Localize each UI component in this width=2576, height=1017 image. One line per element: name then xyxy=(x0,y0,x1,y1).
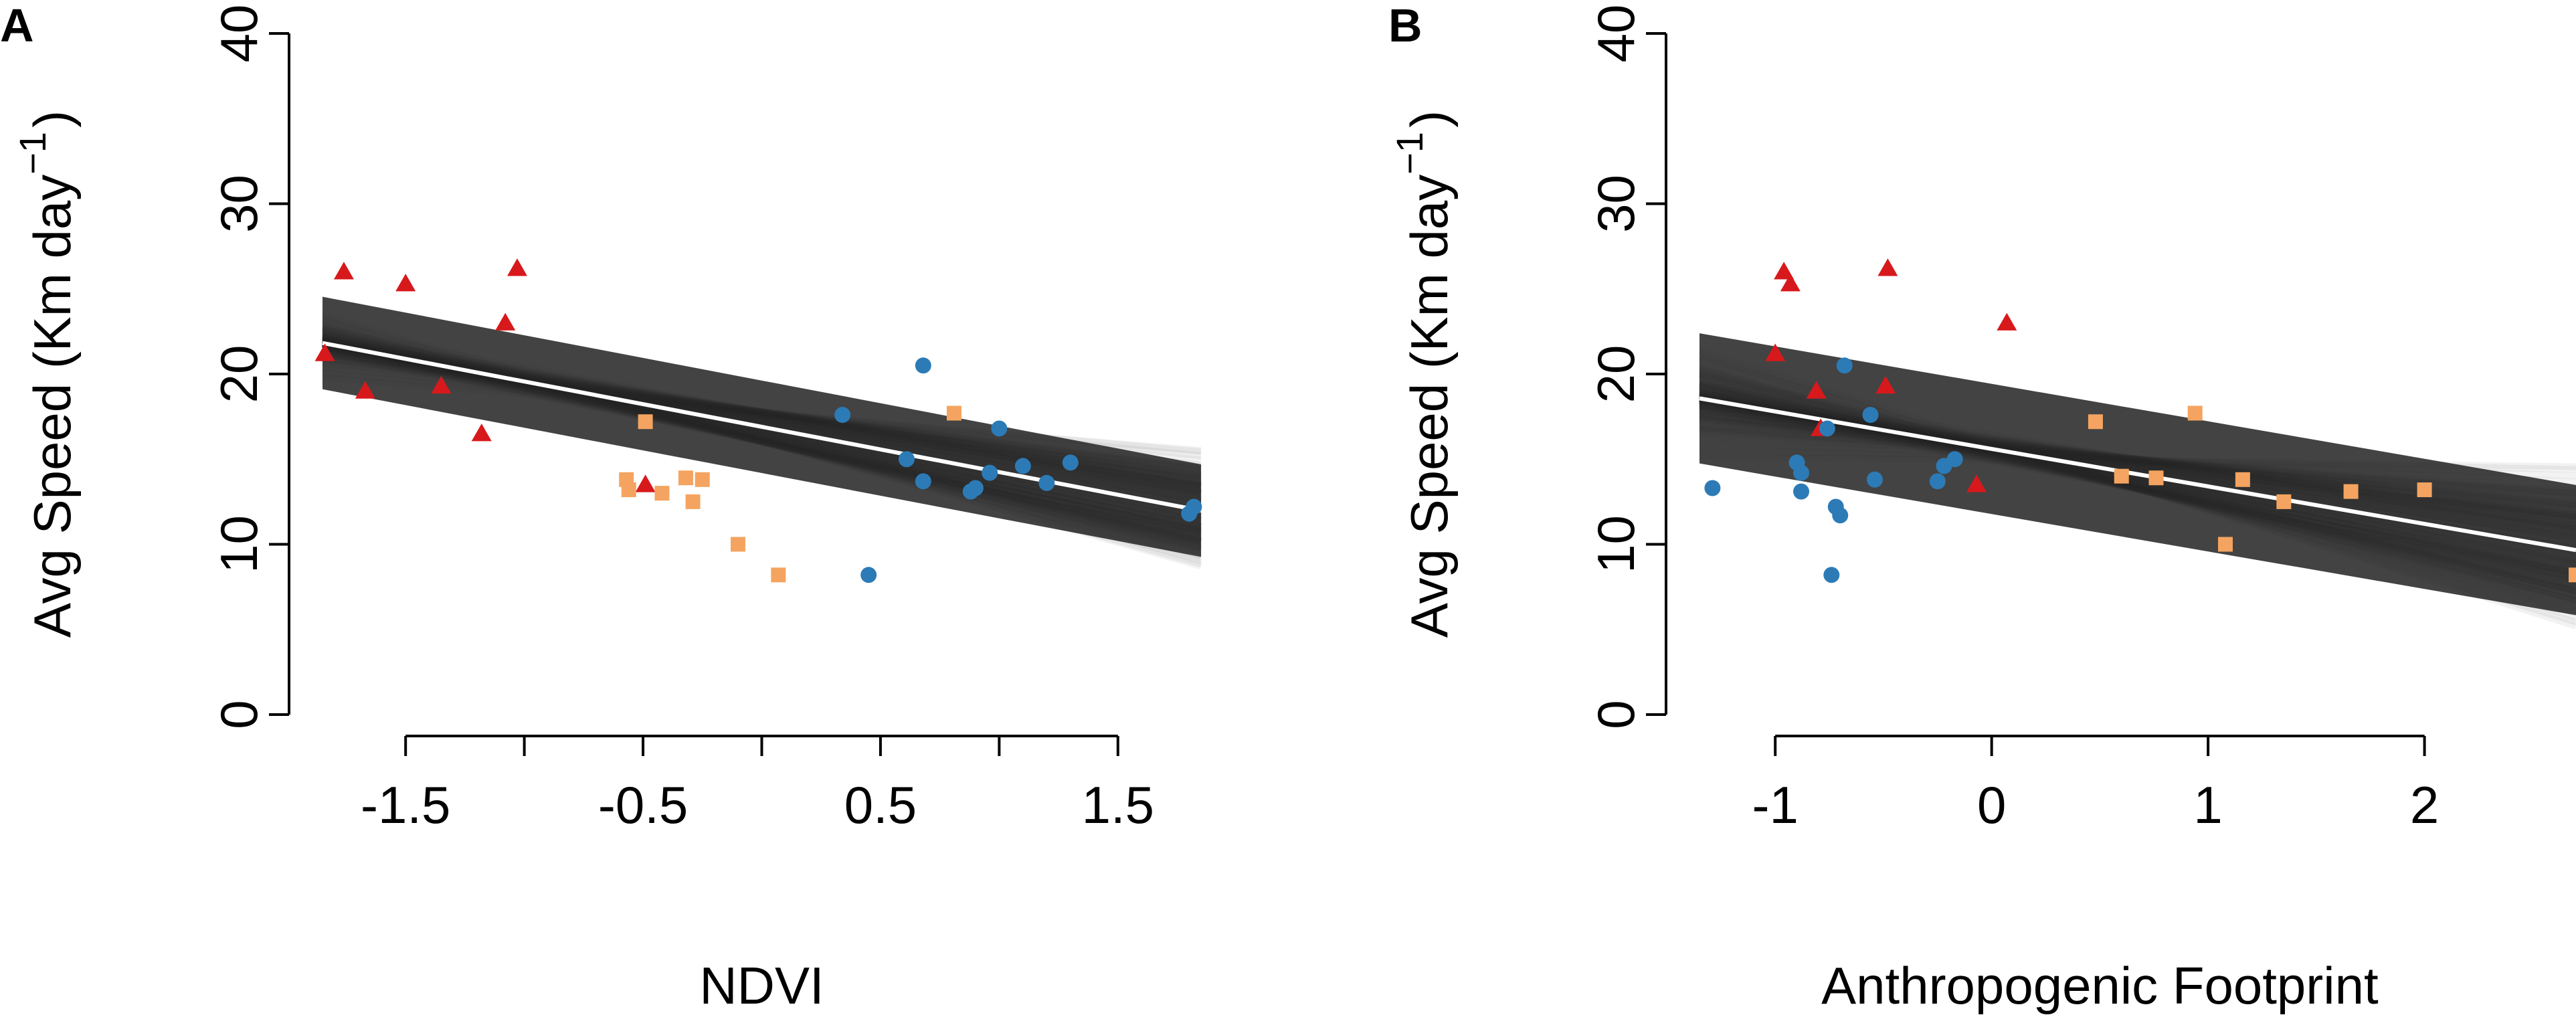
panel-b-x-axis-title: Anthropogenic Footprint xyxy=(1821,956,2379,1015)
panel-a-point-circle xyxy=(915,357,931,374)
panel-b-point-square xyxy=(2235,472,2250,487)
panel-a-point-square xyxy=(771,567,786,583)
panel-a-point-square xyxy=(654,486,670,501)
panel-a-y-tick-label: 10 xyxy=(209,515,268,573)
panel-a-point-triangle xyxy=(355,381,375,399)
panel-a-point-circle xyxy=(898,451,915,468)
panel-b-x-tick-label: 0 xyxy=(1977,775,2006,834)
panel-b-point-square xyxy=(2417,482,2432,498)
panel-a-point-square xyxy=(638,414,653,430)
panel-a-point-square xyxy=(695,472,710,487)
panel-a-series-blue xyxy=(834,357,1202,583)
panel-a: A 0 10 20 30 40 -1.5 -0.5 0.5 1.5 NDVI Avg Speed (K… xyxy=(0,0,1202,1015)
panel-a-y-tick-label: 0 xyxy=(209,700,268,729)
panel-a-x-tick-label: 1.5 xyxy=(1082,775,1154,834)
panel-b-point-square xyxy=(2187,405,2203,421)
panel-a-point-circle xyxy=(915,473,931,490)
panel-b-point-circle xyxy=(1836,357,1853,374)
panel-b-point-triangle xyxy=(1765,343,1786,361)
panel-b-x-tick-label: -1 xyxy=(1752,775,1799,834)
panel-a-series-red xyxy=(314,258,656,492)
panel-a-point-square xyxy=(621,482,636,498)
panel-a-point-circle xyxy=(1014,458,1031,474)
panel-a-point-circle xyxy=(982,464,998,481)
panel-b-point-triangle xyxy=(1774,262,1795,280)
panel-b-x-axis: -1 0 1 2 xyxy=(1752,735,2439,834)
panel-a-point-triangle xyxy=(395,274,416,292)
panel-b-x-tick-label: 2 xyxy=(2410,775,2439,834)
panel-b-x-tick-label: 1 xyxy=(2193,775,2222,834)
panel-a-y-axis-title: Avg Speed (Km day−1) xyxy=(11,110,82,638)
panel-b-y-tick-label: 10 xyxy=(1586,515,1645,573)
panel-a-x-axis: -1.5 -0.5 0.5 1.5 xyxy=(361,735,1154,834)
panel-b-point-circle xyxy=(1823,567,1840,583)
panel-b-point-square xyxy=(2218,537,2233,552)
panel-a-letter: A xyxy=(0,0,34,52)
panel-b-point-circle xyxy=(1793,464,1810,481)
panel-a-point-circle xyxy=(1186,498,1202,515)
panel-b-fit-line xyxy=(1699,396,2576,553)
panel-b-point-circle xyxy=(1946,451,1963,468)
panel-b-y-tick-label: 40 xyxy=(1586,5,1645,63)
panel-a-x-tick-label: 0.5 xyxy=(844,775,917,834)
panel-a-fit-line xyxy=(322,341,1202,513)
panel-a-point-circle xyxy=(991,420,1008,437)
panel-a-x-tick-label: -0.5 xyxy=(598,775,688,834)
panel-a-point-circle xyxy=(860,567,877,583)
panel-b-point-triangle xyxy=(1966,474,1987,492)
panel-b-point-circle xyxy=(1819,420,1835,437)
panel-a-posterior-band xyxy=(321,296,1202,569)
panel-a-x-tick-label: -1.5 xyxy=(361,775,450,834)
panel-a-point-square xyxy=(731,537,746,552)
panel-b-point-circle xyxy=(1793,483,1810,500)
panel-a-point-triangle xyxy=(333,262,354,280)
panel-a-point-circle xyxy=(1038,474,1055,491)
panel-b-point-triangle xyxy=(1875,375,1896,394)
panel-a-point-triangle xyxy=(495,312,516,331)
panel-b-point-circle xyxy=(1929,473,1946,490)
panel-a-point-triangle xyxy=(635,474,656,492)
panel-a-point-triangle xyxy=(507,258,527,276)
panel-a-point-square xyxy=(678,470,693,486)
panel-a-y-tick-label: 40 xyxy=(209,5,268,63)
panel-b-point-circle xyxy=(1862,407,1879,424)
panel-b-y-tick-label: 20 xyxy=(1586,345,1645,403)
panel-b-y-axis: 0 10 20 30 40 xyxy=(1586,5,1667,729)
panel-b-series-blue xyxy=(1704,357,1963,583)
panel-b-y-axis-title: Avg Speed (Km day−1) xyxy=(1388,110,1459,638)
panel-b-point-square xyxy=(2569,567,2576,583)
panel-b-point-circle xyxy=(1704,480,1721,496)
panel-a-y-tick-label: 20 xyxy=(209,345,268,403)
panel-a-x-axis-title: NDVI xyxy=(699,956,824,1015)
panel-b-point-circle xyxy=(1832,507,1849,524)
panel-a-point-triangle xyxy=(471,424,492,442)
panel-b-y-tick-label: 0 xyxy=(1586,700,1645,729)
panel-a-y-axis: 0 10 20 30 40 xyxy=(209,5,290,729)
panel-b-y-tick-label: 30 xyxy=(1586,175,1645,233)
panel-b-point-square xyxy=(2148,470,2164,486)
panel-a-point-circle xyxy=(834,407,851,424)
panel-a-point-circle xyxy=(967,480,984,496)
panel-b-point-triangle xyxy=(1780,274,1801,292)
panel-b-point-circle xyxy=(1867,471,1883,488)
panel-a-point-square xyxy=(685,494,701,509)
panel-b-point-triangle xyxy=(1997,312,2017,331)
panel-b-series-red xyxy=(1765,258,2017,492)
panel-a-point-triangle xyxy=(431,375,452,394)
panel-a-point-square xyxy=(946,405,961,421)
panel-b: B 0 10 20 30 40 -1 0 1 2 Anthropogenic Footprint Av… xyxy=(1388,0,2576,1015)
panel-a-point-circle xyxy=(1062,454,1079,471)
panel-b-point-square xyxy=(2088,414,2103,430)
panel-b-point-square xyxy=(2343,484,2359,499)
panel-b-point-square xyxy=(2114,468,2129,484)
panel-a-y-tick-label: 30 xyxy=(209,175,268,233)
panel-b-point-triangle xyxy=(1877,258,1898,276)
panel-a-series-orange xyxy=(619,405,961,583)
panel-a-point-triangle xyxy=(314,343,335,361)
panel-b-point-triangle xyxy=(1806,381,1827,399)
panel-b-point-square xyxy=(2276,494,2292,509)
panel-b-series-orange xyxy=(2088,405,2576,583)
panel-b-letter: B xyxy=(1388,0,1422,52)
